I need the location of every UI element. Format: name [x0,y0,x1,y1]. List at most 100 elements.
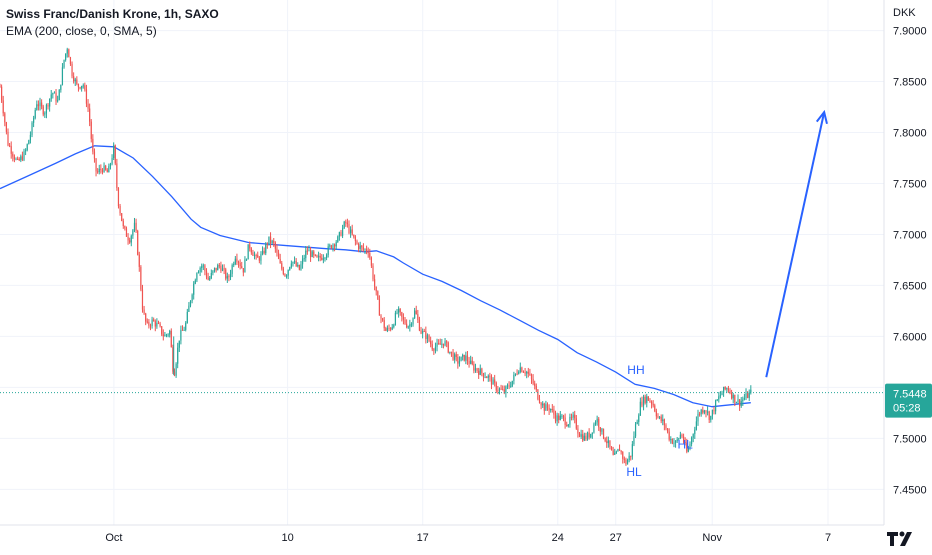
candle-body [460,356,462,362]
candle-body [257,255,259,258]
candle-body [295,261,297,267]
candle-body [209,278,211,280]
candle-body [494,379,496,383]
candle-body [122,220,124,227]
candle-body [156,322,158,327]
projection-arrow-shaft[interactable] [765,111,826,378]
grid [0,0,884,525]
candle-body [313,251,315,255]
price-axis[interactable]: 7.9000 7.8500 7.8000 7.7500 7.7000 7.6500 7.60… [883,0,927,525]
candle-body [534,383,536,386]
candle-body [185,322,187,330]
candle-body [550,408,552,411]
candle-body [20,156,22,161]
candle-body [210,273,212,279]
candle-body [386,327,389,331]
higher-low-label[interactable]: HL [678,438,694,452]
y-tick-label: 7.5000 [893,433,927,445]
candle-body [269,236,272,244]
candle-body [510,386,512,388]
candle-body [666,428,669,432]
candle-body [734,394,736,403]
higher-high-label[interactable]: HH [627,363,644,377]
candle-body [617,449,619,452]
candle-body [577,428,579,434]
candle-body [180,329,182,341]
candle-body [626,460,629,465]
candle-body [361,245,363,248]
candle-body [287,269,289,276]
candle-body [18,158,20,161]
candle-body [698,413,701,415]
candle-body [108,166,110,173]
candle-body [309,250,312,257]
candle-body [145,313,147,322]
candle-body [569,416,571,425]
y-tick-label: 7.8000 [893,128,927,140]
candle-body [538,399,541,403]
x-tick-label: 7 [825,532,831,544]
candle-body [398,308,400,313]
candle-body [649,400,651,402]
candle-body [57,100,59,102]
candle-body [473,364,475,371]
candle-body [317,255,320,258]
candle-body [340,232,342,236]
candle-body [37,104,40,107]
candle-body [620,450,622,453]
candle-body [34,110,36,119]
candle-body [161,326,163,335]
candle-body [599,427,601,432]
projection-arrow-head[interactable] [815,109,828,125]
candle-body [265,243,267,254]
ema-200-line [0,145,751,408]
candle-body [351,229,353,235]
candle-body [36,104,38,111]
candle-body [404,319,406,324]
candle-body [618,449,621,451]
candle-body [50,94,52,99]
x-tick-label: 24 [552,532,564,544]
candle-body [349,229,352,233]
candle-body [414,310,416,319]
candle-body [708,411,710,420]
candle-body [49,98,51,107]
candle-body [333,244,336,247]
candle-body [731,393,733,399]
candle-body [378,299,381,316]
candle-body [39,102,41,107]
candle-body [177,347,179,364]
candle-body [21,156,24,160]
time-axis[interactable]: Oct 10 17 24 27 Nov 7 [0,524,884,544]
candle-body [444,341,446,346]
candle-body [735,402,738,404]
candle-body [647,396,649,401]
candle-body [249,244,251,249]
candle-body [636,421,638,425]
indicator-label[interactable]: EMA (200, close, 0, SMA, 5) [6,24,157,38]
candle-body [561,415,563,417]
candle-body [702,409,704,413]
candle-body [33,118,35,123]
candle-body [745,393,747,399]
candle-body [218,265,220,267]
candle-body [489,375,491,377]
candle-body [45,104,48,114]
candle-body [12,153,14,157]
candle-body [95,158,97,172]
candle-body [44,113,46,115]
candle-body [97,171,99,173]
candle-body [705,410,707,413]
y-tick-label: 7.7000 [893,229,927,241]
x-tick-label: 10 [281,532,293,544]
candle-body [588,432,590,438]
candle-body [739,399,741,407]
candle-body [305,250,307,259]
candle-body [407,326,409,328]
candle-body [740,401,742,407]
candle-body [455,354,457,357]
candle-body [277,252,280,259]
higher-low-label[interactable]: HL [626,465,642,479]
